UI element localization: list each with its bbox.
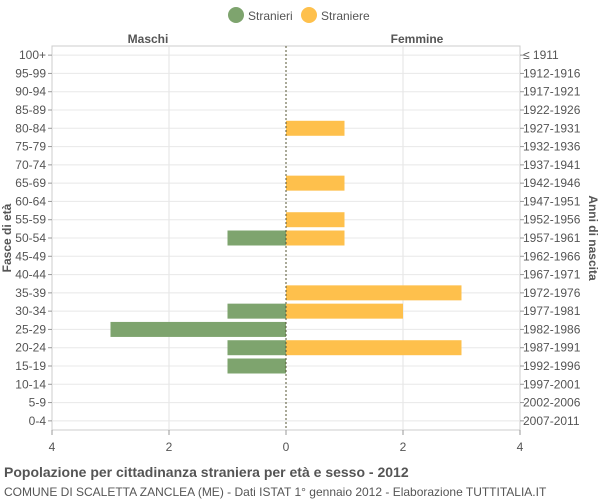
legend-label-stranieri: Stranieri (248, 9, 293, 23)
x-tick-label: 0 (283, 440, 290, 454)
birth-year-label: 1947-1951 (523, 194, 581, 208)
birth-year-label: 2002-2006 (523, 396, 581, 410)
female-bar (286, 303, 403, 319)
birth-year-label: 1952-1956 (523, 213, 581, 227)
side-label-maschi: Maschi (128, 32, 169, 46)
age-group-label: 65-69 (15, 176, 46, 190)
age-group-label: 95-99 (15, 66, 46, 80)
age-group-label: 75-79 (15, 140, 46, 154)
birth-year-label: 1982-1986 (523, 322, 581, 336)
age-group-label: 10-14 (15, 377, 46, 391)
y2-axis-title: Anni di nascita (586, 195, 600, 281)
side-label-femmine: Femmine (391, 32, 444, 46)
legend-label-straniere: Straniere (321, 9, 370, 23)
birth-year-label: 1997-2001 (523, 377, 581, 391)
birth-year-label: 1987-1991 (523, 341, 581, 355)
female-bar (286, 120, 345, 136)
female-bar (286, 285, 462, 301)
female-bar (286, 340, 462, 356)
age-group-label: 5-9 (29, 396, 47, 410)
male-bar (227, 340, 286, 356)
x-tick-label: 4 (517, 440, 524, 454)
age-group-label: 85-89 (15, 103, 46, 117)
x-tick-label: 2 (166, 440, 173, 454)
birth-year-label: 1937-1941 (523, 158, 581, 172)
birth-year-label: 1917-1921 (523, 85, 581, 99)
birth-year-label: 2007-2011 (523, 414, 580, 428)
age-group-label: 45-49 (15, 249, 46, 263)
age-group-label: 50-54 (15, 231, 46, 245)
birth-year-label: 1992-1996 (523, 359, 581, 373)
chart-subtitle: COMUNE DI SCALETTA ZANCLEA (ME) - Dati I… (4, 485, 547, 499)
age-group-label: 15-19 (15, 359, 46, 373)
female-bar (286, 212, 345, 228)
age-group-label: 70-74 (15, 158, 46, 172)
legend-marker-straniere (301, 7, 317, 23)
birth-year-label: 1977-1981 (523, 304, 581, 318)
birth-year-label: 1912-1916 (523, 66, 581, 80)
birth-year-label: 1922-1926 (523, 103, 581, 117)
age-group-label: 80-84 (15, 121, 46, 135)
birth-year-label: ≤ 1911 (523, 48, 559, 62)
birth-year-label: 1962-1966 (523, 249, 581, 263)
age-group-label: 0-4 (29, 414, 47, 428)
male-bar (227, 303, 286, 319)
male-bar (227, 230, 286, 246)
age-group-label: 60-64 (15, 194, 46, 208)
x-tick-label: 2 (400, 440, 407, 454)
male-bar (110, 321, 286, 337)
age-group-label: 55-59 (15, 213, 46, 227)
female-bar (286, 175, 345, 191)
age-group-label: 35-39 (15, 286, 46, 300)
age-group-label: 100+ (19, 48, 46, 62)
age-group-label: 40-44 (15, 268, 46, 282)
birth-year-label: 1972-1976 (523, 286, 581, 300)
age-group-label: 30-34 (15, 304, 46, 318)
male-bar (227, 358, 286, 374)
birth-year-label: 1932-1936 (523, 140, 581, 154)
y-axis-title: Fasce di età (0, 203, 14, 272)
age-group-label: 25-29 (15, 322, 46, 336)
chart-title: Popolazione per cittadinanza straniera p… (4, 464, 409, 480)
age-group-label: 90-94 (15, 85, 46, 99)
female-bar (286, 230, 345, 246)
birth-year-label: 1957-1961 (523, 231, 581, 245)
age-group-label: 20-24 (15, 341, 46, 355)
birth-year-label: 1967-1971 (523, 268, 581, 282)
birth-year-label: 1942-1946 (523, 176, 581, 190)
birth-year-label: 1927-1931 (523, 121, 581, 135)
legend-marker-stranieri (228, 7, 244, 23)
x-tick-label: 4 (49, 440, 56, 454)
